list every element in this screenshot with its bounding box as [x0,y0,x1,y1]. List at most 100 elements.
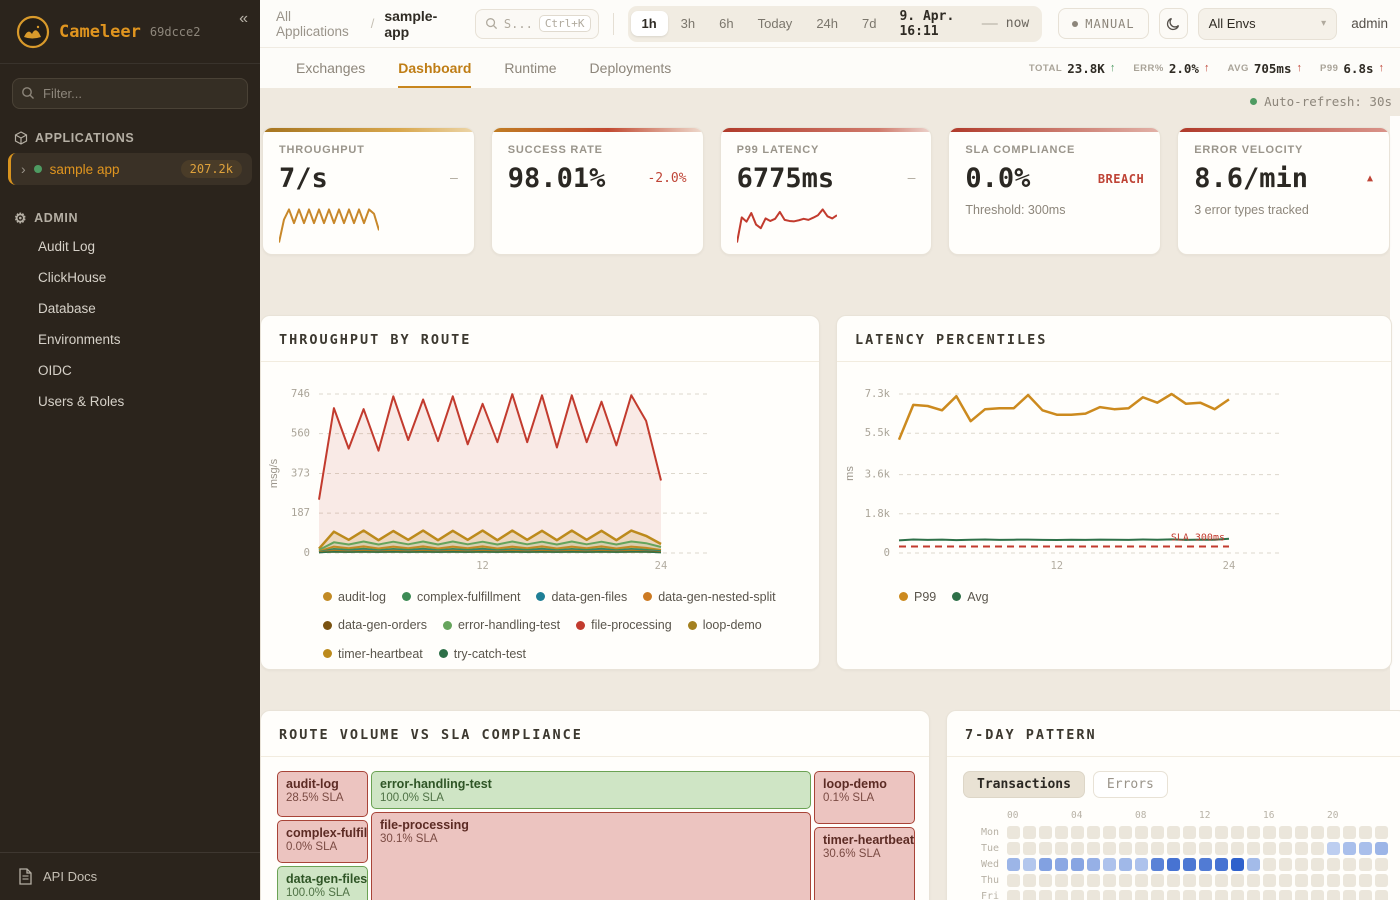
hour-label: 04 [1071,810,1083,821]
legend-label: data-gen-files [551,589,628,604]
time-range-6h[interactable]: 6h [708,11,744,36]
heatmap-cell [1359,826,1372,839]
legend-item-audit-log[interactable]: audit-log [323,590,386,604]
treemap-sla-value: 0.1% SLA [823,792,875,804]
tab-runtime[interactable]: Runtime [504,60,557,76]
legend-item-data-gen-nested-split[interactable]: data-gen-nested-split [643,590,776,604]
kpi-value: 8.6/min [1194,163,1308,194]
svg-text:SLA 300ms: SLA 300ms [1171,532,1225,543]
time-range-24h[interactable]: 24h [805,11,849,36]
heatmap-cell [1295,826,1308,839]
dark-mode-toggle[interactable] [1158,8,1188,39]
sidebar-item-users-roles[interactable]: Users & Roles [38,394,125,409]
time-range-today[interactable]: Today [747,11,804,36]
time-range-7d[interactable]: 7d [851,11,887,36]
time-range-1h[interactable]: 1h [630,11,668,36]
legend-item-error-handling-test[interactable]: error-handling-test [442,618,560,632]
legend-item-data-gen-files[interactable]: data-gen-files [536,590,627,604]
legend-dot [952,592,962,601]
toggle-errors[interactable]: Errors [1092,771,1168,798]
legend-item-data-gen-orders[interactable]: data-gen-orders [323,618,427,632]
treemap-sla-value: 100.0% SLA [380,792,444,804]
legend-dot [323,620,332,630]
kpi-value: 0.0% [965,163,1031,194]
global-search[interactable]: S... Ctrl+K [474,8,599,39]
time-range-end[interactable]: now [1005,16,1030,31]
heatmap-cell [1119,874,1132,887]
manual-refresh-button[interactable]: MANUAL [1058,8,1149,39]
heatmap-cell [1231,874,1244,887]
tab-dashboard[interactable]: Dashboard [398,48,472,88]
treemap-sla-value: 28.5% SLA [286,792,344,804]
sidebar-item-sample-app[interactable]: › sample app 207.2k [8,153,252,185]
heatmap-row-wed: Wed [963,858,1391,871]
kpi-p99-latency: P99 LATENCY 6775ms – [719,127,933,255]
heatmap-cell [1087,874,1100,887]
tab-deployments[interactable]: Deployments [589,60,672,76]
legend-item-loop-demo[interactable]: loop-demo [687,618,762,632]
sidebar-item-oidc[interactable]: OIDC [38,363,72,378]
treemap-box-data-gen-files[interactable]: data-gen-files 100.0% SLA [277,866,368,900]
heatmap-cell [1327,826,1340,839]
sidebar-item-database[interactable]: Database [38,301,96,316]
sidebar-item-environments[interactable]: Environments [38,332,121,347]
heatmap-cell [1055,826,1068,839]
heatmap-cell [1231,890,1244,900]
heatmap-cell [1135,874,1148,887]
treemap-box-audit-log[interactable]: audit-log 28.5% SLA [277,771,368,817]
day-label: Tue [980,843,999,854]
treemap-box-file-processing[interactable]: file-processing 30.1% SLA [371,812,811,900]
legend-item-complex-fulfillment[interactable]: complex-fulfillment [401,590,520,604]
svg-text:7.3k: 7.3k [865,388,891,400]
treemap-box-complex-fulfil[interactable]: complex-fulfil...0.0% SLA [277,820,368,863]
heatmap-cell [1183,858,1196,871]
sidebar-item-audit-log[interactable]: Audit Log [38,239,96,254]
kpi-note: 3 error types tracked [1194,203,1309,217]
status-dot-green [33,165,42,173]
treemap-sla-value: 0.0% SLA [286,841,338,853]
divider [612,12,614,35]
time-range-3h[interactable]: 3h [670,11,706,36]
legend-item-file-processing[interactable]: file-processing [576,618,672,632]
throughput-by-route-card: THROUGHPUT BY ROUTE 0 187 373 560 746 msg/s 12… [260,315,820,670]
treemap-box-timer-heartbeat[interactable]: timer-heartbeat 30.6% SLA [814,827,915,900]
heatmap-cell [1119,858,1132,871]
api-docs-link[interactable]: API Docs [0,852,260,900]
toggle-transactions[interactable]: Transactions [963,771,1085,798]
admin-section-label: ADMIN [34,211,79,225]
legend-item-timer-heartbeat[interactable]: timer-heartbeat [323,647,423,661]
heatmap-cell [1103,890,1116,900]
app-count-badge: 207.2k [180,160,242,178]
environment-select[interactable]: All Envs ▾ [1197,7,1338,40]
heatmap-cell [1263,826,1276,839]
legend-dot [687,620,697,630]
hour-label: 00 [1007,810,1019,821]
legend-item-p99[interactable]: P99 [899,590,936,604]
heatmap-cell [1151,826,1164,839]
heatmap-cell [1263,890,1276,900]
heatmap-cell [1071,842,1084,855]
breadcrumb-root[interactable]: All Applications [276,8,349,39]
heatmap-cell [1007,842,1020,855]
scrollbar[interactable] [1390,116,1400,900]
heatmap-cell [1167,826,1180,839]
legend-item-try-catch-test[interactable]: try-catch-test [438,647,526,661]
heatmap-cell [1087,858,1100,871]
heatmap-cell [1279,890,1292,900]
sidebar-collapse-button[interactable]: « [239,10,248,27]
legend-label: data-gen-orders [338,618,427,632]
user-menu[interactable]: admin [1351,16,1388,31]
legend-item-avg[interactable]: Avg [952,590,989,604]
heatmap-cell [1007,858,1020,871]
treemap-box-error-handling-test[interactable]: error-handling-test 100.0% SLA [371,771,811,809]
tab-exchanges[interactable]: Exchanges [296,60,366,76]
time-range-start[interactable]: 9. Apr. 16:11 [899,8,955,39]
sidebar-item-clickhouse[interactable]: ClickHouse [38,270,107,285]
heatmap-cell [1359,842,1372,855]
bottom-row: ROUTE VOLUME VS SLA COMPLIANCE audit-log… [260,710,1400,900]
treemap-box-loop-demo[interactable]: loop-demo 0.1% SLA [814,771,915,824]
stat-p99: P99 6.8s ↑ [1319,60,1384,76]
heatmap-cell [1135,826,1148,839]
heatmap-cell [1103,874,1116,887]
filter-input[interactable] [12,78,248,109]
